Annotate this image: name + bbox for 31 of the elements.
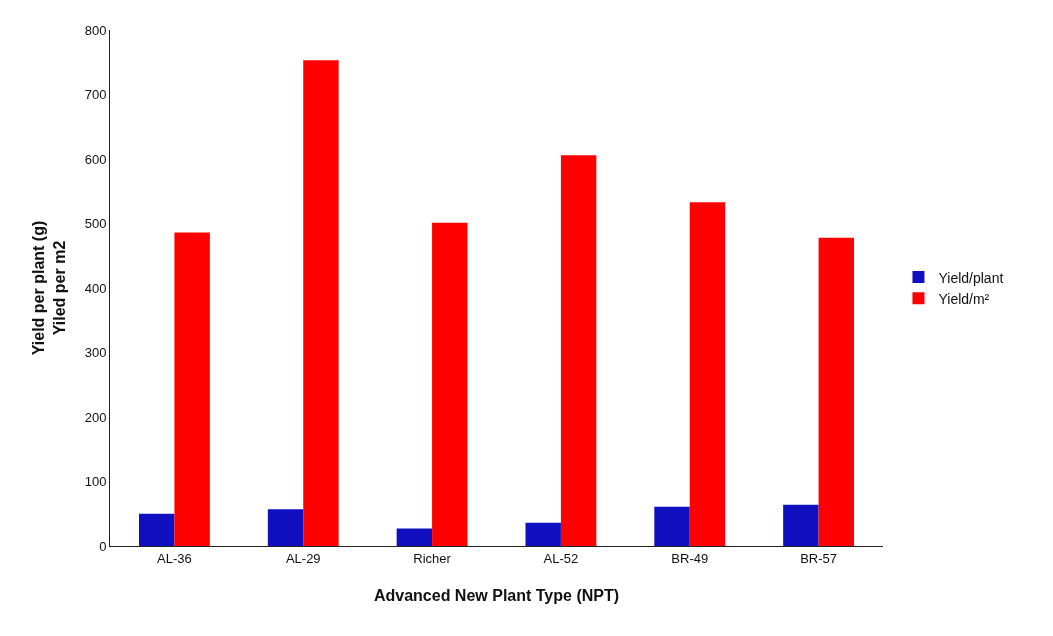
bar <box>396 528 433 546</box>
y-tick-label: 0 <box>99 538 107 554</box>
y-tick-label: 800 <box>84 22 107 38</box>
y-tick-label: 200 <box>84 409 107 425</box>
bar <box>525 522 561 546</box>
y-tick-label: 100 <box>84 474 107 490</box>
bar <box>267 509 304 546</box>
bar <box>783 504 819 546</box>
legend-label: Yield/plant <box>938 269 1004 286</box>
x-tick-label: BR-49 <box>671 550 709 566</box>
x-tick-label: Richer <box>413 550 452 566</box>
y-tick-label: 700 <box>84 87 107 103</box>
y-axis-title: Yield per plant (g) Yiled per m2 <box>29 220 68 356</box>
x-axis-title: Advanced New Plant Type (NPT) <box>373 587 620 605</box>
bar <box>303 60 339 546</box>
x-tick-label: BR-57 <box>800 550 838 566</box>
bar <box>432 222 468 546</box>
x-tick-label: AL-36 <box>157 550 192 566</box>
x-tick-label: AL-52 <box>543 550 579 566</box>
y-tick-label: 400 <box>84 280 107 296</box>
bar <box>138 513 175 546</box>
bar <box>560 155 597 546</box>
y-tick-label: 600 <box>84 151 107 167</box>
bar <box>174 232 210 546</box>
y-tick-label: 500 <box>84 216 107 232</box>
x-tick-label: AL-29 <box>285 550 321 566</box>
bar <box>654 506 690 546</box>
legend-label: Yield/m² <box>938 290 990 307</box>
y-tick-label: 300 <box>84 345 107 361</box>
bar <box>818 237 855 546</box>
bar <box>689 202 726 546</box>
